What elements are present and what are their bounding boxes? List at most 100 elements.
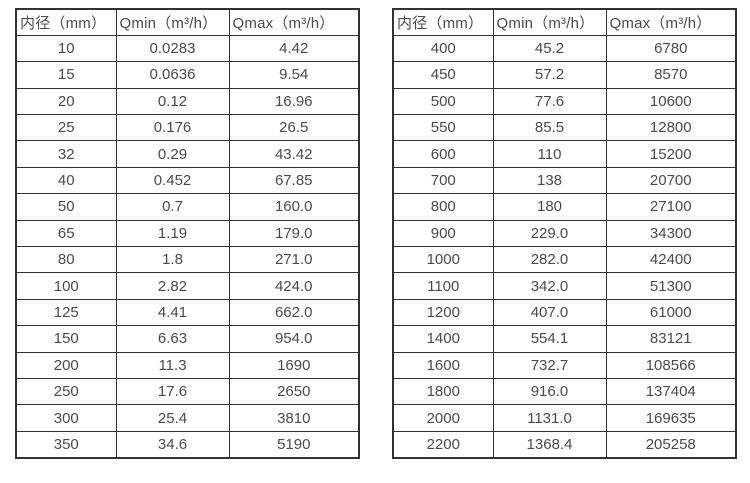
- table-cell: 16.96: [228, 87, 360, 116]
- table-cell: 51300: [605, 272, 737, 300]
- table-cell: 0.0283: [115, 34, 230, 63]
- table-cell: 700: [392, 166, 494, 195]
- table-row: 80 1.8 271.0: [15, 246, 360, 274]
- header-cell: Qmin（m³/h）: [115, 8, 230, 36]
- table-row: 1000 282.0 42400: [392, 246, 737, 274]
- table-cell: 0.7: [115, 193, 230, 221]
- table-cell: 85.5: [492, 114, 607, 142]
- header-row: 内径（mm） Qmin（m³/h） Qmax（m³/h）: [392, 8, 737, 36]
- table-cell: 9.54: [228, 61, 360, 89]
- table-cell: 900: [392, 219, 494, 248]
- table-cell: 282.0: [492, 246, 607, 274]
- table-cell: 180: [492, 193, 607, 221]
- table-cell: 43.42: [228, 140, 360, 168]
- table-row: 1100 342.0 51300: [392, 272, 737, 300]
- table-cell: 550: [392, 114, 494, 142]
- header-cell: 内径（mm）: [15, 8, 117, 36]
- table-row: 2000 1131.0 169635: [392, 404, 737, 432]
- table-cell: 26.5: [228, 114, 360, 142]
- table-cell: 500: [392, 87, 494, 116]
- table-cell: 150: [15, 325, 117, 353]
- table-cell: 0.452: [115, 166, 230, 195]
- table-cell: 300: [15, 404, 117, 432]
- header-cell: 内径（mm）: [392, 8, 494, 36]
- header-cell: Qmin（m³/h）: [492, 8, 607, 36]
- table-cell: 11.3: [115, 351, 230, 379]
- table-cell: 169635: [605, 404, 737, 432]
- table-cell: 10600: [605, 87, 737, 116]
- table-cell: 424.0: [228, 272, 360, 300]
- table-row: 250 17.6 2650: [15, 377, 360, 406]
- table-row: 65 1.19 179.0: [15, 219, 360, 248]
- header-cell: Qmax（m³/h）: [605, 8, 737, 36]
- table-cell: 1368.4: [492, 430, 607, 459]
- table-cell: 229.0: [492, 219, 607, 248]
- table-row: 100 2.82 424.0: [15, 272, 360, 300]
- table-cell: 15200: [605, 140, 737, 168]
- table-row: 32 0.29 43.42: [15, 140, 360, 168]
- table-row: 1800 916.0 137404: [392, 377, 737, 406]
- table-cell: 0.29: [115, 140, 230, 168]
- table-cell: 600: [392, 140, 494, 168]
- table-cell: 350: [15, 430, 117, 459]
- table-cell: 61000: [605, 298, 737, 327]
- table-cell: 3810: [228, 404, 360, 432]
- table-cell: 1.19: [115, 219, 230, 248]
- diameter-flow-table-left: 内径（mm） Qmin（m³/h） Qmax（m³/h） 10 0.0283 4.42 15…: [15, 8, 360, 459]
- table-cell: 20700: [605, 166, 737, 195]
- table-cell: 1200: [392, 298, 494, 327]
- header-cell: Qmax（m³/h）: [228, 8, 360, 36]
- table-row: 900 229.0 34300: [392, 219, 737, 248]
- table-row: 300 25.4 3810: [15, 404, 360, 432]
- table-cell: 45.2: [492, 34, 607, 63]
- table-cell: 2200: [392, 430, 494, 459]
- table-cell: 4.42: [228, 34, 360, 63]
- table-cell: 5190: [228, 430, 360, 459]
- table-cell: 200: [15, 351, 117, 379]
- table-cell: 2650: [228, 377, 360, 406]
- table-cell: 100: [15, 272, 117, 300]
- table-cell: 0.12: [115, 87, 230, 116]
- table-cell: 80: [15, 246, 117, 274]
- table-row: 1400 554.1 83121: [392, 325, 737, 353]
- table-row: 20 0.12 16.96: [15, 87, 360, 116]
- table-cell: 108566: [605, 351, 737, 379]
- table-cell: 32: [15, 140, 117, 168]
- table-cell: 1690: [228, 351, 360, 379]
- table-cell: 25.4: [115, 404, 230, 432]
- table-cell: 42400: [605, 246, 737, 274]
- table-cell: 450: [392, 61, 494, 89]
- table-row: 200 11.3 1690: [15, 351, 360, 379]
- table-row: 2200 1368.4 205258: [392, 430, 737, 459]
- table-cell: 1100: [392, 272, 494, 300]
- table-cell: 1600: [392, 351, 494, 379]
- table-cell: 77.6: [492, 87, 607, 116]
- table-cell: 1.8: [115, 246, 230, 274]
- table-cell: 179.0: [228, 219, 360, 248]
- table-row: 600 110 15200: [392, 140, 737, 168]
- table-cell: 57.2: [492, 61, 607, 89]
- table-cell: 916.0: [492, 377, 607, 406]
- table-cell: 400: [392, 34, 494, 63]
- table-row: 1600 732.7 108566: [392, 351, 737, 379]
- table-row: 1200 407.0 61000: [392, 298, 737, 327]
- table-row: 700 138 20700: [392, 166, 737, 195]
- table-row: 400 45.2 6780: [392, 34, 737, 63]
- table-cell: 342.0: [492, 272, 607, 300]
- table-cell: 50: [15, 193, 117, 221]
- header-row: 内径（mm） Qmin（m³/h） Qmax（m³/h）: [15, 8, 360, 36]
- table-cell: 83121: [605, 325, 737, 353]
- table-row: 350 34.6 5190: [15, 430, 360, 459]
- table-row: 500 77.6 10600: [392, 87, 737, 116]
- table-cell: 138: [492, 166, 607, 195]
- table-cell: 125: [15, 298, 117, 327]
- table-cell: 4.41: [115, 298, 230, 327]
- table-cell: 67.85: [228, 166, 360, 195]
- table-cell: 110: [492, 140, 607, 168]
- table-cell: 954.0: [228, 325, 360, 353]
- table-cell: 10: [15, 34, 117, 63]
- table-cell: 1400: [392, 325, 494, 353]
- table-cell: 15: [15, 61, 117, 89]
- table-cell: 27100: [605, 193, 737, 221]
